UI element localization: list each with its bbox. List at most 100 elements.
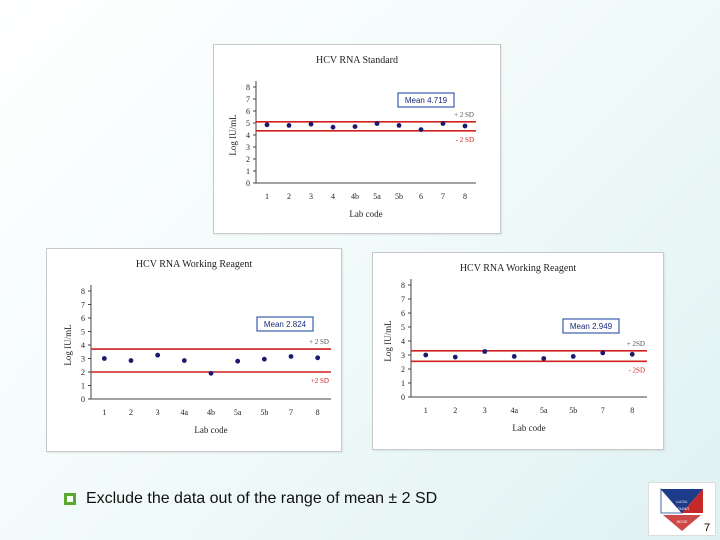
mean-box bbox=[256, 316, 314, 332]
y-tick-label: 8 bbox=[246, 83, 250, 92]
x-tick-label: 4 bbox=[331, 192, 335, 201]
y-axis-label: Log IU/mL bbox=[228, 114, 238, 155]
x-tick-label: 1 bbox=[424, 406, 428, 415]
y-tick-label: 1 bbox=[401, 379, 405, 388]
logo-text-2: YOUNG bbox=[675, 506, 690, 511]
y-tick-label: 3 bbox=[401, 351, 405, 360]
chart-panel-standard: HCV RNA Standard 0 1 2 3 4 5 6 7 8 1 2 3 4 4b 5a 5b 6 7 8 La… bbox=[213, 44, 501, 234]
x-tick-label: 4a bbox=[510, 406, 518, 415]
x-tick-label: 3 bbox=[483, 406, 487, 415]
upper-limit-label: + 2 SD bbox=[309, 338, 329, 346]
x-tick-label: 6 bbox=[419, 192, 423, 201]
data-point bbox=[264, 122, 270, 128]
data-point bbox=[208, 370, 214, 376]
y-tick-label: 6 bbox=[246, 107, 250, 116]
data-point bbox=[308, 121, 314, 127]
y-tick-label: 4 bbox=[401, 337, 405, 346]
page-number: 7 bbox=[704, 522, 711, 534]
logo-text-3: SEOE bbox=[676, 519, 687, 524]
y-axis-label: Log IU/mL bbox=[383, 320, 393, 361]
x-axis-label: Lab code bbox=[512, 423, 545, 433]
x-tick-label: 5b bbox=[260, 408, 268, 417]
y-tick-label: 1 bbox=[81, 382, 85, 391]
data-point bbox=[541, 356, 547, 361]
data-point bbox=[288, 354, 294, 359]
y-tick-label: 8 bbox=[81, 287, 85, 296]
upper-limit-label: + 2SD bbox=[627, 340, 645, 348]
y-tick-label: 2 bbox=[401, 365, 405, 374]
y-tick-label: 7 bbox=[81, 301, 85, 310]
data-point bbox=[570, 354, 576, 359]
data-point bbox=[440, 121, 446, 126]
x-tick-label: 5a bbox=[373, 192, 381, 201]
y-tick-label: 5 bbox=[246, 119, 250, 128]
x-tick-label: 5b bbox=[569, 406, 577, 415]
data-point bbox=[600, 350, 606, 356]
upper-limit-label: + 2 SD bbox=[454, 111, 474, 119]
bullet-point: Exclude the data out of the range of mea… bbox=[64, 488, 624, 510]
x-tick-label: 3 bbox=[309, 192, 313, 201]
x-tick-label: 8 bbox=[463, 192, 467, 201]
data-point bbox=[235, 358, 241, 364]
y-tick-label: 3 bbox=[81, 355, 85, 364]
logo-text-1: LUCIL bbox=[676, 499, 688, 504]
data-point bbox=[396, 123, 402, 128]
mean-box bbox=[562, 318, 620, 334]
institution-logo: LUCIL YOUNG SEOE bbox=[648, 482, 716, 536]
mean-label: Mean 2.949 bbox=[570, 322, 613, 331]
chart-panel-working-reagent-1: HCV RNA Working Reagent 0 1 2 3 4 5 6 7 8 1 2 3 4a 4b 5… bbox=[46, 248, 342, 452]
data-point bbox=[482, 349, 488, 354]
x-tick-label: 2 bbox=[287, 192, 291, 201]
y-tick-label: 5 bbox=[401, 323, 405, 332]
x-tick-label: 5b bbox=[395, 192, 403, 201]
x-axis-label: Lab code bbox=[349, 209, 382, 219]
x-tick-label: 7 bbox=[601, 406, 605, 415]
y-tick-label: 8 bbox=[401, 281, 405, 290]
logo-emblem-icon: LUCIL YOUNG SEOE bbox=[660, 487, 703, 531]
data-point bbox=[155, 352, 161, 358]
data-point bbox=[418, 127, 424, 132]
x-tick-label: 7 bbox=[441, 192, 445, 201]
y-tick-label: 3 bbox=[246, 143, 250, 152]
data-point bbox=[315, 355, 321, 361]
y-tick-label: 0 bbox=[401, 393, 405, 402]
y-tick-label: 2 bbox=[81, 368, 85, 377]
x-tick-label: 3 bbox=[156, 408, 160, 417]
mean-box bbox=[397, 92, 455, 108]
x-tick-label: 5a bbox=[540, 406, 548, 415]
x-tick-label: 2 bbox=[453, 406, 457, 415]
x-axis-label: Lab code bbox=[194, 425, 227, 435]
data-point bbox=[181, 358, 187, 363]
chart-title: HCV RNA Working Reagent bbox=[136, 259, 253, 270]
lower-limit-label: - 2 SD bbox=[456, 136, 474, 144]
x-tick-label: 8 bbox=[316, 408, 320, 417]
mean-label: Mean 2.824 bbox=[264, 320, 307, 329]
x-tick-label: 2 bbox=[129, 408, 133, 417]
data-point bbox=[374, 121, 380, 126]
chart-title: HCV RNA Working Reagent bbox=[460, 263, 577, 274]
bullet-text: Exclude the data out of the range of mea… bbox=[86, 490, 438, 507]
data-point bbox=[286, 123, 292, 128]
lower-limit-label: +2 SD bbox=[311, 377, 329, 385]
y-tick-label: 2 bbox=[246, 155, 250, 164]
chart-svg-standard: HCV RNA Standard 0 1 2 3 4 5 6 7 8 1 2 3 4 4b 5a 5b 6 7 8 La… bbox=[228, 55, 476, 219]
x-tick-label: 4b bbox=[351, 192, 359, 201]
data-point bbox=[128, 358, 134, 363]
data-point bbox=[462, 123, 468, 129]
chart-panel-working-reagent-2: HCV RNA Working Reagent 0 1 2 3 4 5 6 7 8 1 2 3 4a 5a 5… bbox=[372, 252, 664, 450]
x-tick-label: 8 bbox=[630, 406, 634, 415]
y-tick-label: 0 bbox=[246, 179, 250, 188]
chart-svg-working-reagent-2: HCV RNA Working Reagent 0 1 2 3 4 5 6 7 8 1 2 3 4a 5a 5… bbox=[383, 263, 647, 433]
y-tick-label: 4 bbox=[81, 341, 85, 350]
data-point bbox=[352, 124, 358, 129]
x-tick-label: 1 bbox=[265, 192, 269, 201]
y-tick-label: 4 bbox=[246, 131, 250, 140]
y-tick-label: 6 bbox=[81, 314, 85, 323]
x-tick-label: 4b bbox=[207, 408, 215, 417]
y-tick-label: 7 bbox=[246, 95, 250, 104]
data-point bbox=[511, 354, 517, 359]
y-tick-label: 0 bbox=[81, 395, 85, 404]
bullet-square-icon bbox=[64, 493, 76, 505]
data-point bbox=[261, 356, 267, 362]
chart-svg-working-reagent-1: HCV RNA Working Reagent 0 1 2 3 4 5 6 7 8 1 2 3 4a 4b 5… bbox=[63, 259, 331, 435]
